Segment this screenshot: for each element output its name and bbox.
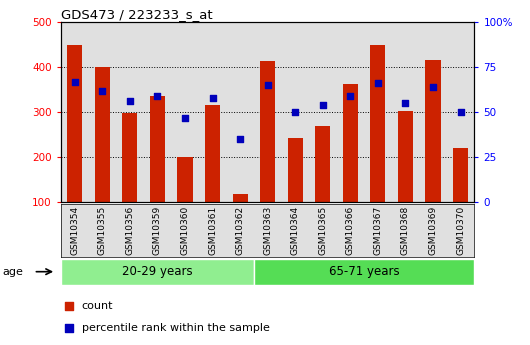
Point bbox=[263, 82, 272, 88]
Bar bbox=[426, 60, 440, 202]
Point bbox=[153, 93, 162, 99]
Text: GSM10370: GSM10370 bbox=[456, 206, 465, 255]
Point bbox=[401, 100, 410, 106]
Point bbox=[429, 84, 437, 90]
Text: percentile rank within the sample: percentile rank within the sample bbox=[82, 323, 269, 333]
Text: GSM10355: GSM10355 bbox=[98, 206, 107, 255]
Text: 65-71 years: 65-71 years bbox=[329, 265, 400, 278]
Bar bbox=[453, 148, 468, 202]
Text: age: age bbox=[3, 267, 23, 277]
Bar bbox=[260, 60, 275, 202]
Text: GSM10361: GSM10361 bbox=[208, 206, 217, 255]
Text: GSM10359: GSM10359 bbox=[153, 206, 162, 255]
Point bbox=[65, 325, 74, 331]
Point bbox=[236, 136, 244, 142]
Point bbox=[346, 93, 355, 99]
Bar bbox=[233, 194, 248, 202]
Point bbox=[374, 81, 382, 86]
Point bbox=[208, 95, 217, 100]
Text: GSM10367: GSM10367 bbox=[374, 206, 382, 255]
Bar bbox=[95, 67, 110, 202]
Bar bbox=[178, 157, 192, 202]
Text: GSM10363: GSM10363 bbox=[263, 206, 272, 255]
Bar bbox=[61, 259, 254, 285]
Bar bbox=[205, 105, 220, 202]
Text: GDS473 / 223233_s_at: GDS473 / 223233_s_at bbox=[61, 8, 213, 21]
Text: GSM10369: GSM10369 bbox=[429, 206, 437, 255]
Text: GSM10356: GSM10356 bbox=[126, 206, 134, 255]
Text: count: count bbox=[82, 301, 113, 311]
Bar bbox=[67, 45, 82, 202]
Bar bbox=[343, 84, 358, 202]
Point bbox=[126, 99, 134, 104]
Bar bbox=[398, 111, 413, 202]
Bar bbox=[370, 45, 385, 202]
Text: GSM10365: GSM10365 bbox=[319, 206, 327, 255]
Text: GSM10360: GSM10360 bbox=[181, 206, 189, 255]
Point bbox=[319, 102, 327, 108]
Point bbox=[70, 79, 79, 85]
Text: GSM10362: GSM10362 bbox=[236, 206, 244, 255]
Text: GSM10354: GSM10354 bbox=[70, 206, 79, 255]
Bar bbox=[315, 126, 330, 202]
Point bbox=[291, 109, 299, 115]
Point bbox=[65, 303, 74, 308]
Bar bbox=[122, 114, 137, 202]
Text: GSM10368: GSM10368 bbox=[401, 206, 410, 255]
Bar bbox=[288, 138, 303, 202]
Text: GSM10364: GSM10364 bbox=[291, 206, 299, 255]
Bar bbox=[254, 259, 474, 285]
Text: GSM10366: GSM10366 bbox=[346, 206, 355, 255]
Point bbox=[181, 115, 189, 120]
Point bbox=[98, 88, 107, 93]
Bar bbox=[150, 96, 165, 202]
Point bbox=[456, 109, 465, 115]
Text: 20-29 years: 20-29 years bbox=[122, 265, 193, 278]
